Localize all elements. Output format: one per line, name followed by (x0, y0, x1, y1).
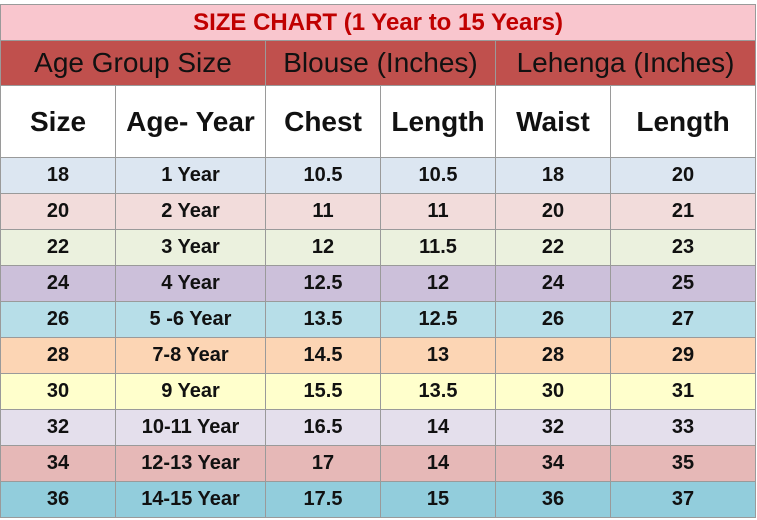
data-row: 34 12-13 Year 17 14 34 35 (0, 445, 757, 482)
cell: 26 (495, 301, 611, 338)
cell: 7-8 Year (115, 337, 266, 374)
title-row: SIZE CHART (1 Year to 15 Years) (0, 4, 757, 41)
data-row: 36 14-15 Year 17.5 15 36 37 (0, 481, 757, 518)
cell: 14 (380, 445, 496, 482)
column-header: Length (380, 85, 496, 158)
cell: 3 Year (115, 229, 266, 266)
data-row: 30 9 Year 15.5 13.5 30 31 (0, 373, 757, 410)
cell: 34 (0, 445, 116, 482)
cell: 15 (380, 481, 496, 518)
data-row: 26 5 -6 Year 13.5 12.5 26 27 (0, 301, 757, 338)
cell: 12.5 (265, 265, 381, 302)
cell: 18 (0, 157, 116, 194)
cell: 34 (495, 445, 611, 482)
cell: 17.5 (265, 481, 381, 518)
cell: 2 Year (115, 193, 266, 230)
cell: 13.5 (265, 301, 381, 338)
cell: 28 (495, 337, 611, 374)
cell: 16.5 (265, 409, 381, 446)
cell: 31 (609, 373, 757, 410)
cell: 30 (0, 373, 116, 410)
cell: 37 (609, 481, 757, 518)
data-row: 24 4 Year 12.5 12 24 25 (0, 265, 757, 302)
cell: 32 (0, 409, 116, 446)
group-row: Age Group Size Blouse (Inches) Lehenga (In… (0, 40, 757, 86)
column-header: Waist (495, 85, 611, 158)
cell: 14-15 Year (115, 481, 266, 518)
cell: 10.5 (380, 157, 496, 194)
cell: 27 (609, 301, 757, 338)
data-row: 18 1 Year 10.5 10.5 18 20 (0, 157, 757, 194)
data-row: 20 2 Year 11 11 20 21 (0, 193, 757, 230)
cell: 26 (0, 301, 116, 338)
data-row: 22 3 Year 12 11.5 22 23 (0, 229, 757, 266)
cell: 24 (0, 265, 116, 302)
cell: 12 (265, 229, 381, 266)
cell: 32 (495, 409, 611, 446)
cell: 36 (495, 481, 611, 518)
cell: 10-11 Year (115, 409, 266, 446)
cell: 20 (495, 193, 611, 230)
table-title: SIZE CHART (1 Year to 15 Years) (0, 4, 757, 41)
cell: 13 (380, 337, 496, 374)
cell: 22 (0, 229, 116, 266)
cell: 11.5 (380, 229, 496, 266)
cell: 13.5 (380, 373, 496, 410)
cell: 4 Year (115, 265, 266, 302)
column-row: Size Age- Year Chest Length Waist Length (0, 85, 757, 158)
column-header: Age- Year (115, 85, 266, 158)
cell: 23 (609, 229, 757, 266)
size-chart-table: SIZE CHART (1 Year to 15 Years) Age Grou… (0, 4, 757, 518)
cell: 24 (495, 265, 611, 302)
cell: 22 (495, 229, 611, 266)
cell: 15.5 (265, 373, 381, 410)
cell: 36 (0, 481, 116, 518)
column-header: Chest (265, 85, 381, 158)
cell: 28 (0, 337, 116, 374)
cell: 12-13 Year (115, 445, 266, 482)
cell: 11 (265, 193, 381, 230)
cell: 5 -6 Year (115, 301, 266, 338)
cell: 29 (609, 337, 757, 374)
cell: 1 Year (115, 157, 266, 194)
cell: 35 (609, 445, 757, 482)
group-header: Lehenga (Inches) (494, 40, 757, 86)
cell: 11 (380, 193, 496, 230)
column-header: Length (609, 85, 757, 158)
cell: 10.5 (265, 157, 381, 194)
group-header: Blouse (Inches) (265, 40, 496, 86)
cell: 18 (495, 157, 611, 194)
group-header: Age Group Size (0, 40, 266, 86)
cell: 30 (495, 373, 611, 410)
cell: 12 (380, 265, 496, 302)
cell: 33 (609, 409, 757, 446)
table-body: SIZE CHART (1 Year to 15 Years) Age Grou… (0, 4, 757, 518)
data-row: 28 7-8 Year 14.5 13 28 29 (0, 337, 757, 374)
cell: 14.5 (265, 337, 381, 374)
cell: 9 Year (115, 373, 266, 410)
data-row: 32 10-11 Year 16.5 14 32 33 (0, 409, 757, 446)
cell: 12.5 (380, 301, 496, 338)
cell: 17 (265, 445, 381, 482)
cell: 20 (0, 193, 116, 230)
column-header: Size (0, 85, 116, 158)
cell: 21 (609, 193, 757, 230)
cell: 25 (609, 265, 757, 302)
cell: 20 (609, 157, 757, 194)
cell: 14 (380, 409, 496, 446)
